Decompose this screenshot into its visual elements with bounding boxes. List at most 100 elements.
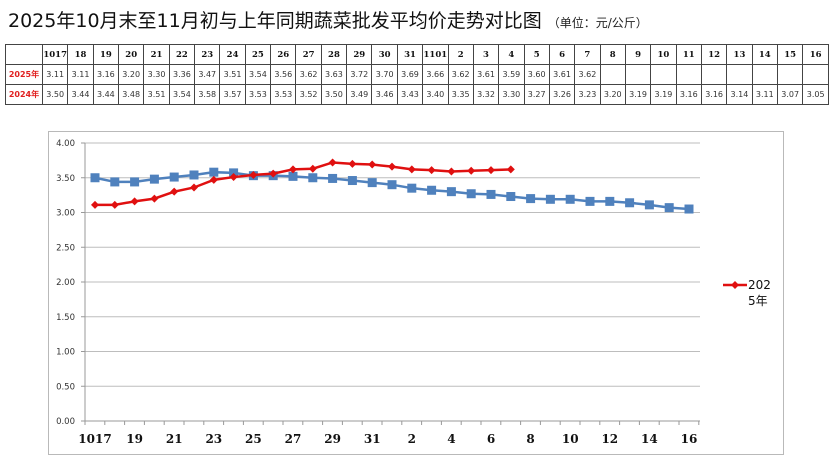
y-tick-label: 4.00 <box>56 139 75 149</box>
x-tick-label: 1017 <box>78 432 111 446</box>
diamond-marker-icon <box>130 197 139 206</box>
diamond-marker-icon <box>249 170 258 179</box>
x-tick-label: 2 <box>408 432 416 446</box>
price-cell: 3.16 <box>675 84 702 105</box>
square-marker-icon <box>90 173 100 183</box>
square-marker-icon <box>466 189 476 199</box>
diamond-marker-icon <box>209 175 218 184</box>
diamond-marker-icon <box>447 167 456 176</box>
price-cell: 3.51 <box>143 84 170 105</box>
square-marker-icon <box>110 177 120 187</box>
diamond-marker-icon <box>368 160 377 169</box>
square-marker-icon <box>149 174 159 184</box>
price-cell: 3.49 <box>346 84 373 105</box>
square-marker-icon <box>506 192 516 202</box>
price-data-table: 1017 18 19 20 21 22 23 24 25 26 27 28 29 30 31 1101 2 3 4 5… <box>5 44 829 105</box>
diamond-marker-icon <box>467 166 476 175</box>
y-tick-label: 1.50 <box>56 313 75 323</box>
y-tick-label: 0.50 <box>56 382 75 392</box>
diamond-marker-icon <box>91 200 99 209</box>
price-cell: 3.53 <box>244 84 272 105</box>
diamond-marker-icon <box>328 158 337 167</box>
x-tick-label: 29 <box>324 432 341 446</box>
legend-label: 2025年 <box>748 278 771 308</box>
diamond-marker-icon <box>407 165 416 174</box>
price-cell: 3.50 <box>320 84 348 105</box>
square-marker-icon <box>565 194 575 204</box>
square-marker-icon <box>644 200 654 210</box>
square-marker-icon <box>387 180 397 190</box>
x-tick-label: 4 <box>447 432 455 446</box>
table-row: 2025年 3.11 3.11 3.16 3.20 3.30 3.36 3.47 3.51 3.5… <box>5 64 829 85</box>
x-tick-label: 10 <box>562 432 579 446</box>
date-header-cell: 29 <box>346 44 373 65</box>
price-cell: 3.40 <box>422 84 449 105</box>
price-cell: 3.23 <box>574 84 601 105</box>
diamond-marker-icon <box>388 162 396 171</box>
x-tick-label: 6 <box>487 432 495 446</box>
diamond-marker-icon <box>308 164 317 173</box>
price-cell: 3.46 <box>371 84 398 105</box>
price-cell: 3.05 <box>802 84 829 105</box>
diamond-marker-icon <box>170 187 179 196</box>
diamond-marker-icon <box>427 166 436 175</box>
square-marker-icon <box>486 189 496 199</box>
x-tick-label: 27 <box>285 432 302 446</box>
y-tick-label: 2.50 <box>56 243 75 253</box>
price-cell: 3.19 <box>624 84 652 105</box>
chart-legend: 2025年 <box>722 277 772 309</box>
price-cell: 3.19 <box>650 84 677 105</box>
square-marker-icon <box>446 187 456 197</box>
title-text: 2025年10月末至11月初与上年同期蔬菜批发平均价走势对比图 <box>8 10 542 32</box>
price-cell: 3.44 <box>67 84 94 105</box>
price-cell: 3.58 <box>194 84 221 105</box>
x-tick-label: 21 <box>166 432 183 446</box>
x-tick-label: 12 <box>601 432 618 446</box>
square-marker-icon <box>308 173 318 183</box>
square-marker-icon <box>130 177 140 187</box>
square-marker-icon <box>288 171 298 181</box>
date-header-cell: 18 <box>67 44 94 65</box>
x-tick-label: 19 <box>126 432 143 446</box>
price-cell: 3.70 <box>371 64 398 85</box>
diamond-marker-icon <box>229 173 238 182</box>
square-marker-icon <box>427 185 437 195</box>
diamond-marker-icon <box>487 166 495 175</box>
price-cell: 3.50 <box>41 84 69 105</box>
row-label: 2024年 <box>5 84 43 105</box>
square-marker-icon <box>169 172 179 182</box>
diamond-marker-icon <box>289 165 297 174</box>
price-cell: 3.54 <box>168 84 196 105</box>
date-header-cell: 1101 <box>422 44 449 65</box>
y-tick-label: 0.00 <box>56 417 75 427</box>
square-marker-icon <box>328 173 338 183</box>
diamond-marker-icon <box>190 183 198 192</box>
square-marker-icon <box>605 196 615 206</box>
x-tick-label: 25 <box>245 432 262 446</box>
y-tick-label: 1.00 <box>56 348 75 358</box>
square-marker-icon <box>664 203 674 213</box>
x-tick-label: 31 <box>364 432 381 446</box>
diamond-marker-icon <box>723 281 747 289</box>
square-marker-icon <box>367 178 377 188</box>
x-tick-label: 14 <box>641 432 658 446</box>
diamond-marker-icon <box>110 200 119 209</box>
price-cell: 3.32 <box>472 84 500 105</box>
square-marker-icon <box>526 194 536 204</box>
price-cell: 3.26 <box>548 84 576 105</box>
square-marker-icon <box>209 167 219 177</box>
square-marker-icon <box>347 176 357 186</box>
y-tick-label: 3.50 <box>56 174 75 184</box>
diamond-marker-icon <box>269 169 278 178</box>
x-tick-label: 16 <box>681 432 698 446</box>
square-marker-icon <box>625 198 635 208</box>
square-marker-icon <box>545 194 555 204</box>
x-tick-label: 8 <box>526 432 534 446</box>
price-cell: 3.35 <box>447 84 474 105</box>
price-cell: 3.44 <box>92 84 120 105</box>
square-marker-icon <box>585 196 595 206</box>
table-row: 2024年 3.50 3.44 3.44 3.48 3.51 3.54 3.58 3.57 3.5… <box>5 84 829 105</box>
price-cell: 3.53 <box>270 84 297 105</box>
unit-label: （单位：元/公斤） <box>547 16 648 30</box>
price-cell: 3.43 <box>396 84 424 105</box>
